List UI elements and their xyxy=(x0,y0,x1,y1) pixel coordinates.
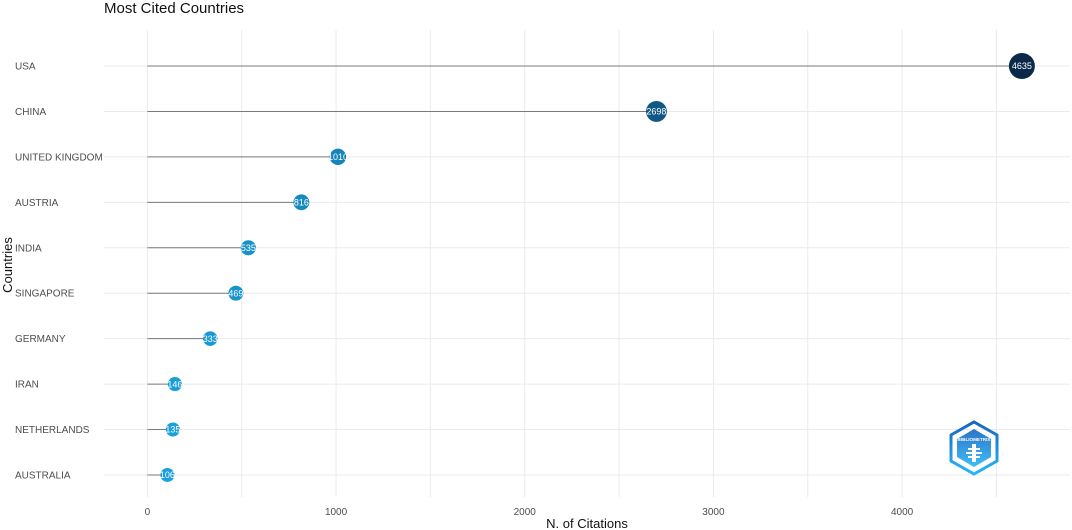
x-axis-title: N. of Citations xyxy=(546,516,628,530)
data-label: 106 xyxy=(160,470,175,480)
x-tick-label: 0 xyxy=(145,507,151,518)
data-label: 146 xyxy=(167,379,182,389)
data-label: 469 xyxy=(228,288,243,298)
x-tick-label: 1000 xyxy=(325,507,348,518)
y-tick-label: USA xyxy=(15,62,36,73)
points: 4635 2698 1010 816 535 469 333 146 135 106 xyxy=(160,53,1035,482)
x-tick-label: 4000 xyxy=(891,507,914,518)
y-tick-labels: USA CHINA UNITED KINGDOM AUSTRIA INDIA SINGAP… xyxy=(15,62,103,482)
y-tick-label: NETHERLANDS xyxy=(15,425,90,436)
stems xyxy=(147,65,1022,476)
y-axis-title: Countries xyxy=(0,237,15,293)
data-point xyxy=(165,422,180,437)
chart-title: Most Cited Countries xyxy=(104,0,244,17)
data-label: 816 xyxy=(294,198,309,208)
bibliometrix-logo: BIBLIOMETRIX xyxy=(949,420,999,476)
y-tick-label: IRAN xyxy=(15,380,39,391)
logo-text: BIBLIOMETRIX xyxy=(958,437,992,442)
y-tick-label: SINGAPORE xyxy=(15,289,75,300)
data-label: 1010 xyxy=(328,152,348,162)
data-point xyxy=(228,285,244,301)
y-tick-label: GERMANY xyxy=(15,334,66,345)
data-label: 333 xyxy=(203,334,218,344)
y-tick-label: UNITED KINGDOM xyxy=(15,152,103,163)
data-point xyxy=(160,467,175,482)
data-label: 135 xyxy=(165,425,180,435)
x-tick-label: 2000 xyxy=(514,507,537,518)
data-point xyxy=(293,194,310,211)
data-point xyxy=(1008,53,1035,79)
y-tick-label: INDIA xyxy=(15,243,42,254)
data-label: 535 xyxy=(241,243,256,253)
x-tick-label: 3000 xyxy=(702,507,725,518)
data-point xyxy=(240,240,256,256)
grid xyxy=(104,30,1070,497)
x-tick-labels: 0 1000 2000 3000 4000 xyxy=(145,507,914,518)
data-label: 2698 xyxy=(646,107,666,117)
data-point xyxy=(329,148,347,166)
y-tick-label: AUSTRALIA xyxy=(15,470,71,481)
data-point xyxy=(167,377,182,392)
data-label: 4635 xyxy=(1012,61,1032,71)
y-tick-label: CHINA xyxy=(15,107,46,118)
data-point xyxy=(645,101,667,122)
data-point xyxy=(202,331,218,346)
y-tick-label: AUSTRIA xyxy=(15,198,59,209)
